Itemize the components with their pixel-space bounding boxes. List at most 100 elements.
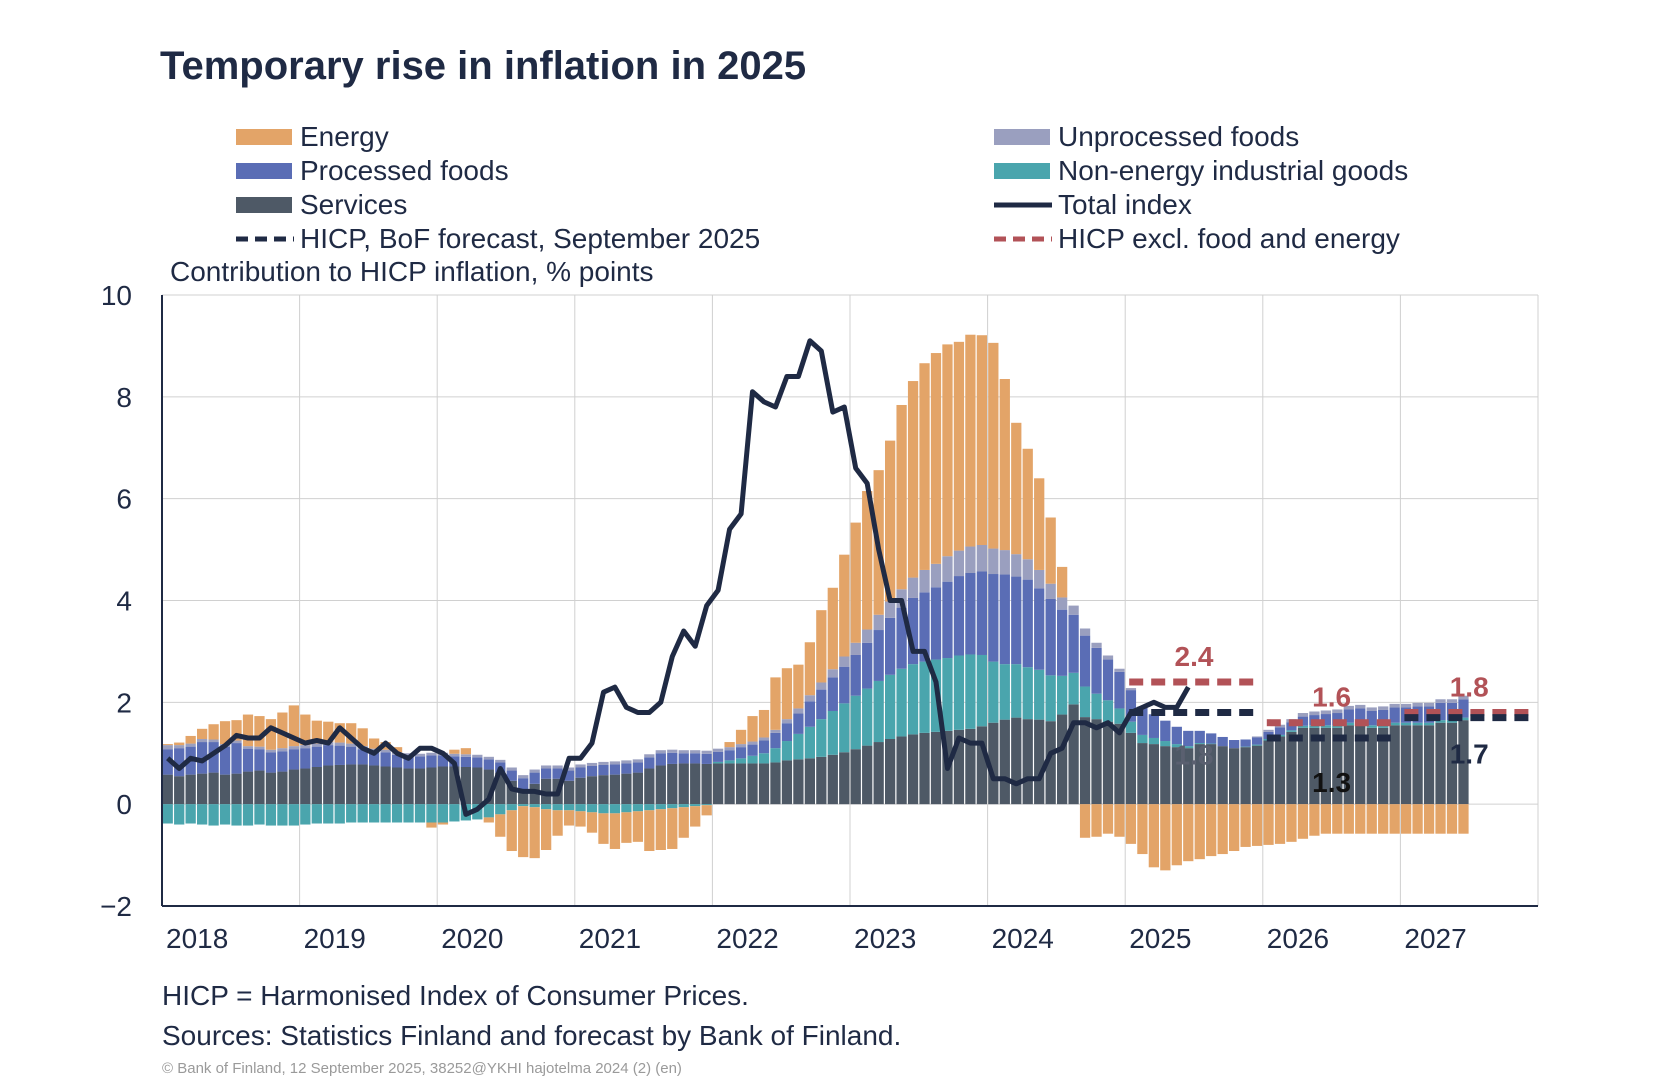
bar-processed xyxy=(781,723,793,742)
bar-processed xyxy=(483,759,494,770)
bar-services xyxy=(896,736,907,805)
bar-unprocessed xyxy=(1389,703,1400,708)
bar-services xyxy=(678,763,689,805)
bar-energy xyxy=(1309,804,1320,836)
bar-energy xyxy=(1091,804,1102,837)
bar-unprocessed xyxy=(667,749,678,753)
bar-energy xyxy=(311,720,322,744)
bar-processed xyxy=(242,748,254,772)
bar-processed xyxy=(816,689,827,720)
bar-unprocessed xyxy=(816,682,827,690)
bar-energy xyxy=(632,811,643,842)
bar-energy xyxy=(770,677,781,730)
bar-energy xyxy=(781,668,793,720)
bar-unprocessed xyxy=(460,754,471,757)
bar-unprocessed xyxy=(346,743,357,747)
bar-unprocessed xyxy=(575,764,586,768)
bar-services xyxy=(541,778,552,805)
bar-services xyxy=(506,780,517,805)
bar-unprocessed xyxy=(758,737,770,741)
bar-neig xyxy=(323,804,334,824)
bar-neig xyxy=(300,804,311,825)
bar-unprocessed xyxy=(1320,710,1331,715)
bar-neig xyxy=(1366,725,1377,728)
bar-energy xyxy=(185,735,196,744)
bar-processed xyxy=(724,750,735,761)
bar-unprocessed xyxy=(185,743,196,747)
bar-services xyxy=(644,768,655,805)
bar-energy xyxy=(1045,517,1056,584)
bar-services xyxy=(472,767,483,805)
bar-processed xyxy=(414,756,426,769)
bar-services xyxy=(1045,721,1056,805)
bar-energy xyxy=(483,817,494,823)
bar-unprocessed xyxy=(254,746,265,750)
bar-services xyxy=(254,770,265,805)
bar-processed xyxy=(1034,588,1045,670)
bar-neig xyxy=(1091,693,1102,720)
bar-energy xyxy=(1079,804,1091,838)
bar-neig xyxy=(850,695,861,750)
bar-energy xyxy=(1274,804,1286,844)
bar-services xyxy=(1286,731,1297,805)
bar-energy xyxy=(1194,804,1205,860)
bar-neig xyxy=(1378,725,1389,728)
bar-processed xyxy=(369,751,380,766)
bar-processed xyxy=(885,617,896,675)
bar-energy xyxy=(1206,804,1217,857)
bar-energy xyxy=(334,723,345,743)
bar-unprocessed xyxy=(953,550,965,577)
bar-services xyxy=(1079,717,1091,805)
bar-services xyxy=(655,765,666,805)
bar-neig xyxy=(1079,686,1091,718)
bar-processed xyxy=(334,745,345,765)
bar-neig xyxy=(655,804,666,810)
bar-services xyxy=(277,771,288,805)
bar-neig xyxy=(1171,744,1182,748)
bar-unprocessed xyxy=(770,729,781,733)
bar-unprocessed xyxy=(999,550,1010,575)
bar-processed xyxy=(208,742,219,773)
bar-services xyxy=(758,763,770,805)
bar-processed xyxy=(1091,647,1102,694)
bar-neig xyxy=(873,680,884,743)
footnote-sources: Sources: Statistics Finland and forecast… xyxy=(162,1020,902,1051)
bar-unprocessed xyxy=(930,563,942,588)
bar-unprocessed xyxy=(529,769,540,773)
bar-neig xyxy=(965,654,976,729)
bar-processed xyxy=(609,764,621,775)
bar-services xyxy=(1229,748,1240,805)
bar-processed xyxy=(1068,614,1079,673)
bar-energy xyxy=(575,811,586,827)
bar-services xyxy=(1114,723,1125,805)
bar-services xyxy=(770,762,781,805)
bar-services xyxy=(1034,719,1045,805)
bar-services xyxy=(976,726,987,805)
bar-processed xyxy=(1320,714,1331,726)
bar-services xyxy=(414,768,426,805)
bar-processed xyxy=(1297,716,1309,726)
bar-energy xyxy=(644,810,655,852)
legend-swatch xyxy=(236,129,292,145)
bar-services xyxy=(827,754,838,805)
bar-unprocessed xyxy=(334,742,345,746)
bar-services xyxy=(1378,727,1389,805)
bar-energy xyxy=(1034,478,1045,570)
bar-services xyxy=(380,766,391,805)
y-tick-label: 0 xyxy=(116,789,132,820)
bar-unprocessed xyxy=(747,741,758,745)
bar-processed xyxy=(999,574,1010,665)
bar-energy xyxy=(174,742,185,746)
bar-services xyxy=(208,772,219,805)
bar-neig xyxy=(1068,672,1079,705)
x-tick-label: 2022 xyxy=(716,923,778,954)
bar-services xyxy=(288,769,299,805)
bar-unprocessed xyxy=(919,569,930,593)
bar-processed xyxy=(586,765,598,777)
bar-unprocessed xyxy=(403,753,414,756)
bar-processed xyxy=(632,762,643,773)
bar-unprocessed xyxy=(885,601,896,618)
bar-energy xyxy=(678,807,689,838)
bar-energy xyxy=(690,806,701,827)
bar-services xyxy=(632,772,643,805)
